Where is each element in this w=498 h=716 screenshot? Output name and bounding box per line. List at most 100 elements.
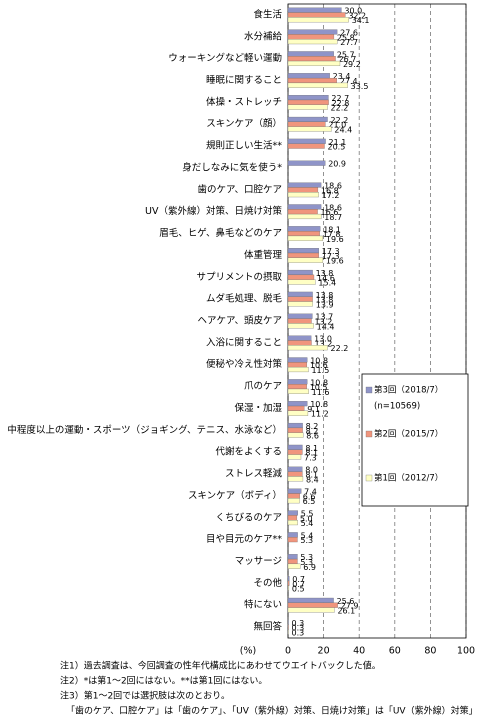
- y-tick-label: ムダ毛処理、脱毛: [206, 293, 283, 305]
- y-tick-label: サプリメントの摂取: [196, 271, 282, 283]
- value-label: 13.8: [316, 269, 334, 278]
- bar: [287, 537, 298, 543]
- value-label: 21.0: [328, 121, 346, 130]
- value-label: 0.5: [292, 585, 305, 594]
- value-label: 18.6: [324, 182, 342, 191]
- bar: [287, 427, 303, 433]
- y-tick-label: ヘアケア、頭皮ケア: [197, 315, 282, 327]
- bar: [287, 116, 328, 122]
- bar: [287, 607, 335, 613]
- bar: [287, 213, 322, 220]
- bar: [287, 279, 316, 285]
- y-tick-label: 代謝をよくする: [215, 446, 282, 458]
- value-label: 15.4: [318, 279, 336, 288]
- bar: [287, 554, 298, 560]
- y-tick-label: 入浴に関すること: [206, 337, 282, 348]
- note: 注3）第1～2回では選択肢は次のとおり。: [60, 690, 230, 702]
- bar: [287, 335, 312, 341]
- value-label: 32.2: [348, 11, 366, 20]
- bar: [287, 379, 308, 385]
- bar: [287, 602, 338, 608]
- value-label: 0.3: [292, 628, 305, 637]
- bar: [287, 401, 308, 407]
- legend-swatch: [365, 386, 373, 394]
- bar: [287, 563, 301, 569]
- value-label: 10.8: [310, 378, 328, 387]
- value-label: 0.7: [292, 580, 305, 589]
- value-label: 14.6: [317, 274, 335, 283]
- bar: [287, 73, 330, 79]
- bar: [287, 209, 318, 215]
- value-label: 5.5: [301, 509, 314, 518]
- value-label: 7.3: [304, 453, 317, 462]
- bar: [287, 204, 322, 210]
- bar: [287, 629, 289, 635]
- y-tick-label: 睡眠に関すること: [206, 74, 282, 86]
- legend-label: 第2回（2015/7）: [374, 429, 443, 440]
- value-label: 6.6: [303, 492, 316, 501]
- value-label: 25.7: [337, 50, 355, 59]
- value-label: 5.3: [300, 558, 313, 567]
- bar: [287, 345, 328, 351]
- value-label: 27.4: [340, 77, 358, 86]
- value-label: 13.0: [314, 335, 332, 344]
- bar: [287, 619, 289, 625]
- value-label: 17.3: [322, 247, 340, 256]
- bar: [287, 252, 319, 258]
- bar: [287, 597, 334, 603]
- y-tick-label: 便秘や冷え性対策: [206, 358, 283, 370]
- bar: [287, 532, 298, 538]
- value-label: 5.4: [301, 519, 314, 528]
- value-label: 5.4: [301, 531, 314, 540]
- bar: [287, 498, 300, 504]
- value-label: 5.3: [300, 536, 313, 545]
- bar: [287, 580, 290, 586]
- value-label: 0.7: [292, 575, 305, 584]
- bar: [287, 39, 338, 45]
- value-label: 34.1: [352, 16, 370, 25]
- bar: [287, 466, 303, 472]
- bar: [287, 471, 303, 477]
- value-label: 19.6: [326, 257, 344, 266]
- value-label: 22.2: [331, 104, 349, 113]
- y-tick-label: くちびるのケア: [215, 512, 282, 523]
- bar: [287, 95, 329, 101]
- bar: [287, 291, 313, 297]
- value-label: 22.2: [331, 344, 349, 353]
- value-label: 26.1: [337, 607, 355, 616]
- bar: [287, 51, 334, 57]
- value-label: 27.7: [340, 38, 358, 47]
- bar: [287, 313, 313, 319]
- value-label: 10.8: [310, 400, 328, 409]
- value-label: 18.6: [324, 203, 342, 212]
- value-label: 27.9: [341, 602, 359, 611]
- value-label: 21.1: [329, 138, 347, 147]
- value-label: 14.4: [317, 322, 335, 331]
- value-label: 13.8: [316, 296, 334, 305]
- note: 注1）過去調査は、今回調査の性年代構成比にあわせてウエイトバックした値。: [60, 660, 381, 672]
- legend-label: 第3回（2018/7）: [374, 385, 443, 396]
- value-label: 30.0: [344, 7, 362, 16]
- value-label: 13.7: [315, 313, 333, 322]
- value-label: 17.8: [323, 230, 341, 239]
- bar: [287, 34, 335, 40]
- bar: [287, 318, 312, 324]
- bar: [287, 235, 324, 241]
- bar: [287, 449, 303, 455]
- y-tick-label: UV（紫外線）対策、日焼け対策: [145, 205, 282, 217]
- y-tick-label: 体操・ストレッチ: [206, 96, 282, 108]
- bar: [287, 248, 319, 254]
- value-label: 13.8: [316, 291, 334, 300]
- value-label: 16.6: [321, 208, 339, 217]
- value-label: 5.3: [300, 553, 313, 562]
- value-label: 18.1: [323, 225, 341, 234]
- bar: [287, 585, 290, 591]
- bar: [287, 296, 313, 302]
- x-axis-label: (%): [240, 646, 256, 657]
- legend-swatch: [365, 430, 373, 438]
- x-tick-label: 40: [353, 646, 365, 657]
- bar: [287, 160, 326, 166]
- note: 注2）*は第1～2回にはない。**は第1回にはない。: [60, 675, 267, 687]
- value-label: 0.3: [292, 619, 305, 628]
